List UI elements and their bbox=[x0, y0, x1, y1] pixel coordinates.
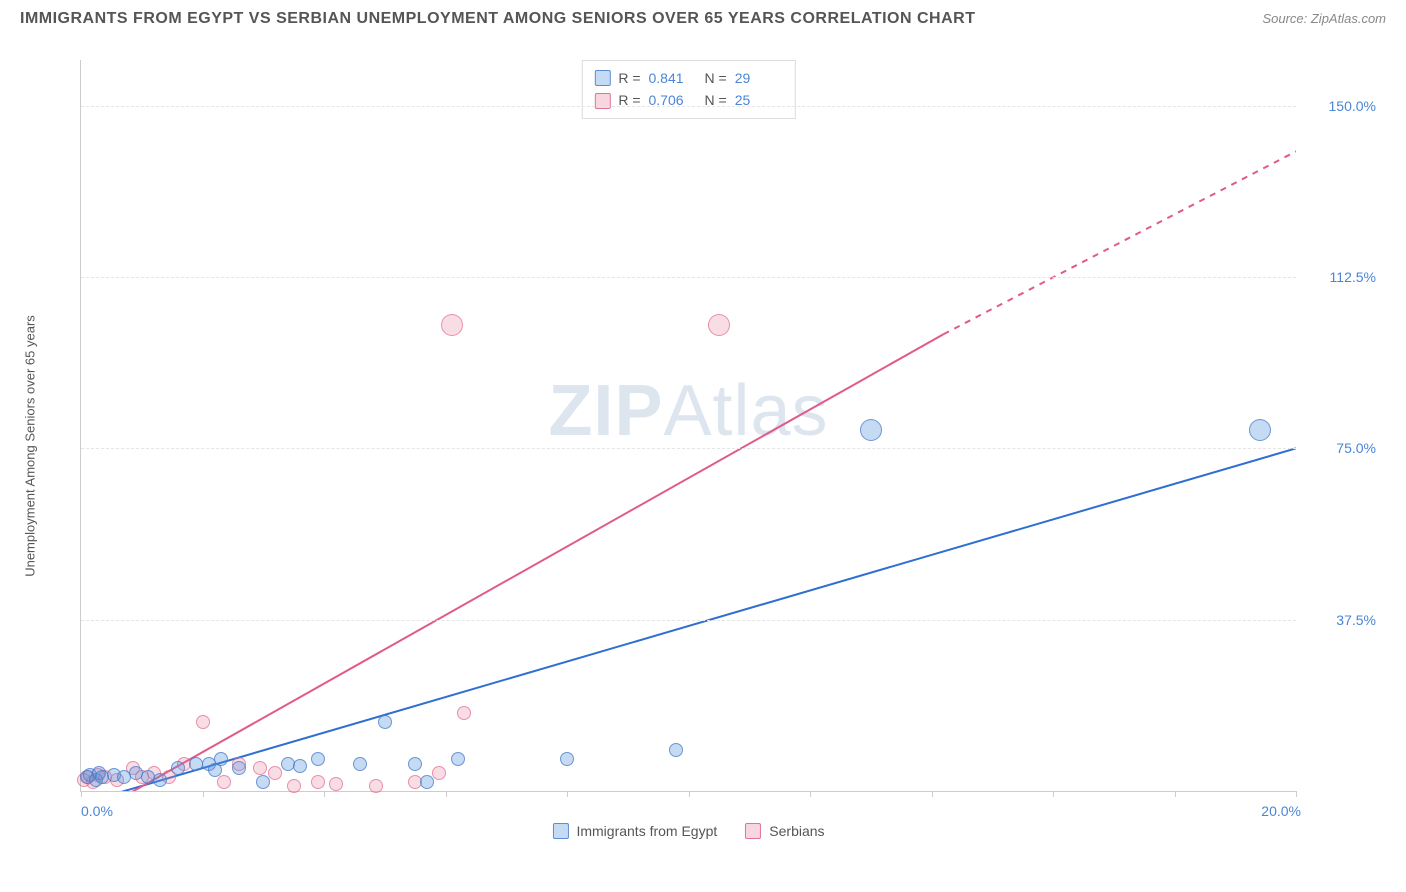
x-tick bbox=[1175, 791, 1176, 797]
legend-row-pink: R = 0.706 N = 25 bbox=[594, 89, 782, 111]
watermark: ZIPAtlas bbox=[548, 370, 828, 452]
watermark-light: Atlas bbox=[663, 371, 828, 451]
regression-lines bbox=[81, 60, 1296, 791]
scatter-point bbox=[378, 715, 392, 729]
scatter-point bbox=[441, 314, 463, 336]
r-label: R = bbox=[618, 67, 640, 89]
scatter-point bbox=[214, 752, 228, 766]
x-tick-min: 0.0% bbox=[81, 803, 113, 819]
x-tick bbox=[1296, 791, 1297, 797]
scatter-point bbox=[329, 777, 343, 791]
legend-label-pink: Serbians bbox=[769, 823, 824, 839]
scatter-point bbox=[253, 761, 267, 775]
chart-title: IMMIGRANTS FROM EGYPT VS SERBIAN UNEMPLO… bbox=[20, 10, 976, 28]
correlation-legend: R = 0.841 N = 29 R = 0.706 N = 25 bbox=[581, 60, 795, 119]
scatter-point bbox=[217, 775, 231, 789]
y-axis-title: Unemployment Among Seniors over 65 years bbox=[23, 315, 38, 577]
n-value-blue: 29 bbox=[735, 67, 783, 89]
swatch-blue-icon bbox=[594, 70, 610, 86]
swatch-blue-icon bbox=[552, 823, 568, 839]
x-tick bbox=[567, 791, 568, 797]
y-tick-label: 150.0% bbox=[1306, 98, 1376, 114]
x-tick bbox=[810, 791, 811, 797]
scatter-point bbox=[369, 779, 383, 793]
r-label: R = bbox=[618, 89, 640, 111]
scatter-point bbox=[432, 766, 446, 780]
scatter-point bbox=[451, 752, 465, 766]
y-tick-label: 112.5% bbox=[1306, 269, 1376, 285]
scatter-point bbox=[311, 775, 325, 789]
scatter-point bbox=[669, 743, 683, 757]
x-tick-max: 20.0% bbox=[1261, 803, 1301, 819]
scatter-point bbox=[293, 759, 307, 773]
r-value-blue: 0.841 bbox=[649, 67, 697, 89]
scatter-point bbox=[287, 779, 301, 793]
x-tick bbox=[203, 791, 204, 797]
y-tick-label: 37.5% bbox=[1306, 612, 1376, 628]
scatter-point bbox=[256, 775, 270, 789]
source-attribution: Source: ZipAtlas.com bbox=[1262, 11, 1386, 26]
gridline-h bbox=[81, 106, 1296, 107]
scatter-point bbox=[860, 419, 882, 441]
gridline-h bbox=[81, 448, 1296, 449]
scatter-point bbox=[232, 761, 246, 775]
scatter-point bbox=[171, 761, 185, 775]
y-tick-label: 75.0% bbox=[1306, 440, 1376, 456]
r-value-pink: 0.706 bbox=[649, 89, 697, 111]
watermark-bold: ZIP bbox=[548, 371, 663, 451]
legend-item-blue: Immigrants from Egypt bbox=[552, 823, 717, 839]
scatter-point bbox=[560, 752, 574, 766]
plot-area: ZIPAtlas R = 0.841 N = 29 R = 0.706 N = … bbox=[80, 60, 1296, 792]
x-tick bbox=[932, 791, 933, 797]
n-value-pink: 25 bbox=[735, 89, 783, 111]
x-tick bbox=[324, 791, 325, 797]
scatter-point bbox=[268, 766, 282, 780]
gridline-h bbox=[81, 620, 1296, 621]
legend-row-blue: R = 0.841 N = 29 bbox=[594, 67, 782, 89]
x-tick bbox=[1053, 791, 1054, 797]
chart-header: IMMIGRANTS FROM EGYPT VS SERBIAN UNEMPLO… bbox=[0, 0, 1406, 34]
scatter-point bbox=[420, 775, 434, 789]
n-label: N = bbox=[705, 89, 727, 111]
swatch-pink-icon bbox=[745, 823, 761, 839]
gridline-h bbox=[81, 277, 1296, 278]
x-tick bbox=[446, 791, 447, 797]
scatter-point bbox=[408, 757, 422, 771]
chart-container: Unemployment Among Seniors over 65 years… bbox=[50, 40, 1386, 852]
scatter-point bbox=[1249, 419, 1271, 441]
scatter-point bbox=[196, 715, 210, 729]
n-label: N = bbox=[705, 67, 727, 89]
series-legend: Immigrants from Egypt Serbians bbox=[552, 823, 824, 839]
x-tick bbox=[689, 791, 690, 797]
legend-label-blue: Immigrants from Egypt bbox=[576, 823, 717, 839]
scatter-point bbox=[311, 752, 325, 766]
x-tick bbox=[81, 791, 82, 797]
scatter-point bbox=[708, 314, 730, 336]
legend-item-pink: Serbians bbox=[745, 823, 824, 839]
scatter-point bbox=[457, 706, 471, 720]
scatter-point bbox=[153, 773, 167, 787]
scatter-point bbox=[353, 757, 367, 771]
